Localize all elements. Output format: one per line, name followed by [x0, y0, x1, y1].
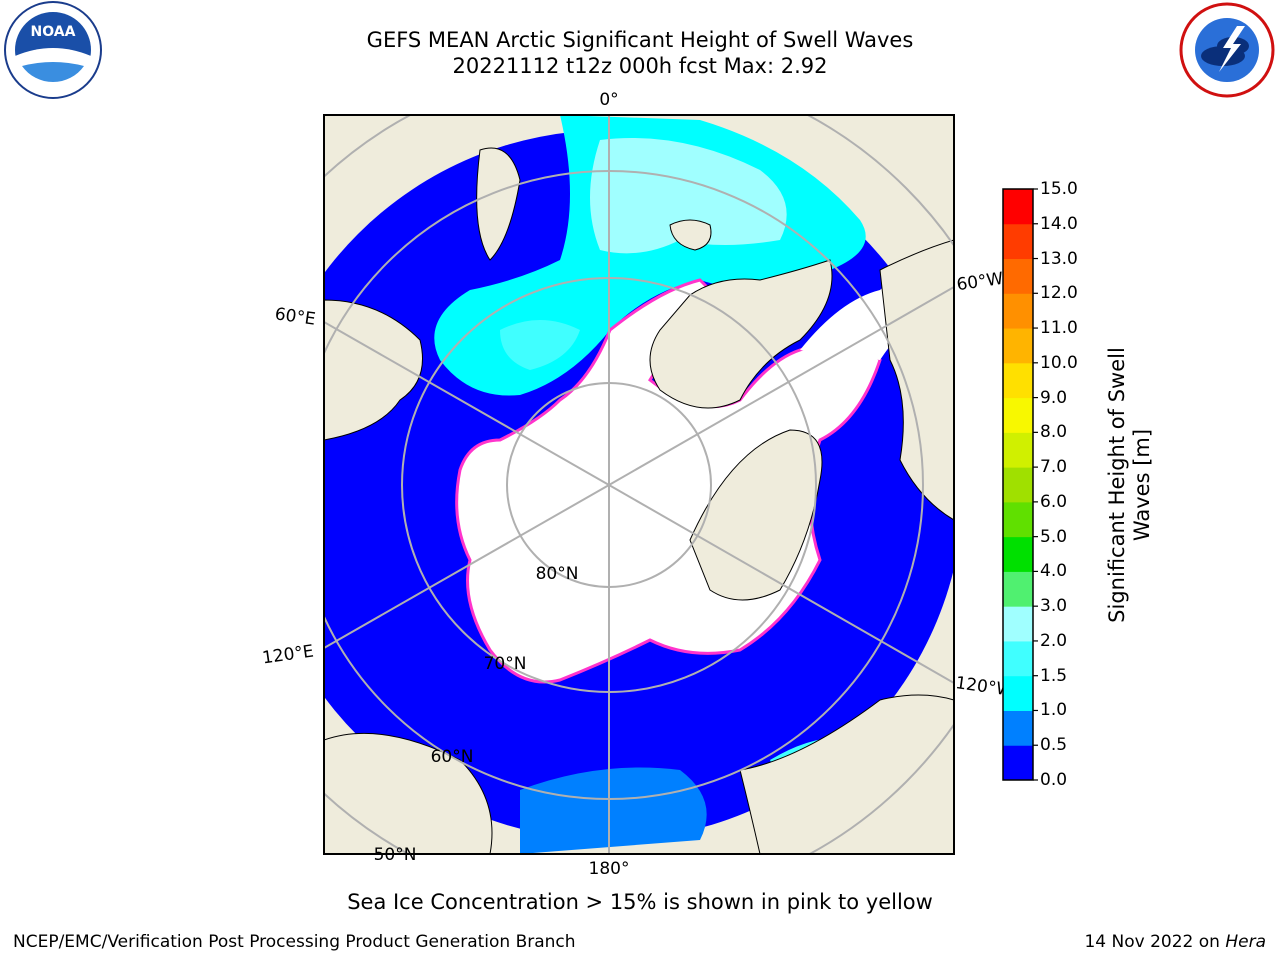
colorbar-tick-label: 13.0 [1040, 248, 1078, 269]
iceland [669, 219, 712, 251]
credit-machine: Hera [1225, 932, 1266, 952]
canadian-archipelago [689, 429, 823, 601]
meridian-120e [324, 484, 610, 649]
colorbar-bin [1003, 362, 1033, 399]
colorbar [1003, 189, 1033, 781]
lat-label-70n: 70°N [484, 654, 527, 674]
colorbar-bin [1003, 328, 1033, 364]
meridian-60w [608, 286, 954, 486]
noaa-logo: NOAA [4, 1, 102, 99]
colorbar-bin [1003, 571, 1033, 607]
colorbar-tick-label: 4.0 [1040, 561, 1068, 582]
colorbar-bin [1003, 675, 1033, 711]
sea-ice-note: Sea Ice Concentration > 15% is shown in … [347, 890, 933, 914]
nws-logo [1179, 2, 1275, 98]
colorbar-tick-label: 15.0 [1040, 179, 1078, 199]
chart-subtitle: 20221112 t12z 000h fcst Max: 2.92 [452, 54, 828, 78]
svalbard-coast [476, 147, 521, 261]
kamchatka-coast [324, 732, 493, 854]
map-frame [323, 114, 955, 855]
colorbar-bin [1003, 501, 1033, 538]
colorbar-tick-label: 3.0 [1040, 596, 1068, 617]
colorbar-bin [1003, 710, 1033, 746]
colorbar-bin [1003, 536, 1033, 572]
credit-branch: NCEP/EMC/Verification Post Processing Pr… [13, 932, 576, 952]
lon-label-180: 180° [589, 859, 630, 879]
colorbar-bin [1003, 258, 1033, 294]
colorbar-tick-label: 11.0 [1040, 318, 1078, 339]
colorbar-bin [1003, 223, 1033, 260]
alaska [739, 694, 954, 854]
colorbar-tick-label: 1.0 [1040, 700, 1068, 721]
graticule [324, 115, 954, 854]
colorbar-title: Significant Height of Swell Waves [m] [1105, 347, 1154, 623]
noaa-logo-text: NOAA [31, 24, 76, 40]
colorbar-tick-label: 6.0 [1040, 491, 1068, 512]
colorbar-tick-label: 7.0 [1040, 457, 1068, 478]
colorbar-bin [1003, 432, 1033, 468]
meridian-60e [324, 321, 610, 486]
swell-region-pacific [520, 767, 707, 854]
swell-region-core [590, 138, 787, 254]
colorbar-tick-label: 0.5 [1040, 735, 1068, 756]
lon-label-0: 0° [599, 90, 618, 110]
credit-date: 14 Nov 2022 on Hera [1084, 932, 1266, 952]
colorbar-bin [1003, 467, 1033, 503]
meridian-120w [608, 484, 954, 684]
colorbar-bin [1003, 640, 1033, 677]
colorbar-frame [1002, 188, 1034, 781]
colorbar-tick-label: 8.0 [1040, 422, 1068, 443]
colorbar-tick-label: 2.0 [1040, 630, 1068, 651]
colorbar-bin [1003, 745, 1033, 781]
lon-label-60w: 60°W [955, 269, 1004, 295]
lat-label-60n: 60°N [431, 747, 474, 767]
colorbar-tickmarks [1033, 188, 1038, 781]
colorbar-tick-label: 0.0 [1040, 770, 1068, 790]
colorbar-bin [1003, 606, 1033, 642]
colorbar-tick-label: 9.0 [1040, 387, 1068, 408]
canada-east [879, 239, 954, 521]
credit-date-text: 14 Nov 2022 on [1084, 932, 1226, 952]
lon-label-60e: 60°E [274, 304, 317, 329]
swell-region-barents [500, 320, 580, 370]
colorbar-tick-label: 12.0 [1040, 283, 1078, 304]
colorbar-bin [1003, 189, 1033, 225]
colorbar-tick-label: 10.0 [1040, 352, 1078, 373]
lat-label-50n: 50°N [374, 845, 417, 865]
lat-label-80n: 80°N [536, 564, 579, 584]
colorbar-bin [1003, 293, 1033, 329]
colorbar-tick-label: 1.5 [1040, 665, 1068, 686]
colorbar-tick-label: 14.0 [1040, 213, 1078, 234]
map-area [324, 115, 954, 854]
chart-title: GEFS MEAN Arctic Significant Height of S… [366, 28, 914, 52]
colorbar-tick-label: 5.0 [1040, 526, 1068, 547]
colorbar-bin [1003, 397, 1033, 433]
lon-label-120e: 120°E [261, 641, 315, 668]
